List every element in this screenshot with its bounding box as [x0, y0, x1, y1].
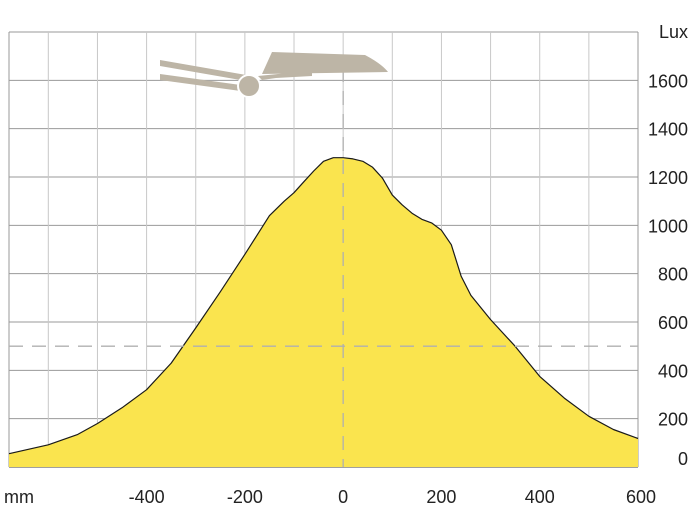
y-tick-label: 200: [658, 410, 688, 430]
axis-ticks: 0 200 400 600 800 1000 1200 1400 1600 Lux -400 -200…: [4, 22, 688, 507]
y-tick-label: 1600: [648, 71, 688, 91]
x-tick-label: 400: [525, 487, 555, 507]
x-unit-label: mm: [4, 487, 34, 507]
x-tick-label: -200: [227, 487, 263, 507]
y-tick-label: 0: [678, 449, 688, 469]
x-tick-label: -400: [129, 487, 165, 507]
y-tick-label: 800: [658, 265, 688, 285]
reference-lines: [9, 68, 638, 467]
lux-area: [9, 157, 638, 467]
lux-curve-line: [8, 157, 639, 455]
y-tick-label: 600: [658, 313, 688, 333]
x-tick-label: 200: [426, 487, 456, 507]
street-lamp-icon: [160, 52, 388, 98]
y-tick-label: 1200: [648, 168, 688, 188]
y-tick-label: 1400: [648, 120, 688, 140]
x-tick-label: 600: [626, 487, 656, 507]
y-tick-label: 400: [658, 361, 688, 381]
y-unit-label: Lux: [659, 22, 688, 42]
y-tick-label: 1000: [648, 216, 688, 236]
x-tick-label: 0: [338, 487, 348, 507]
